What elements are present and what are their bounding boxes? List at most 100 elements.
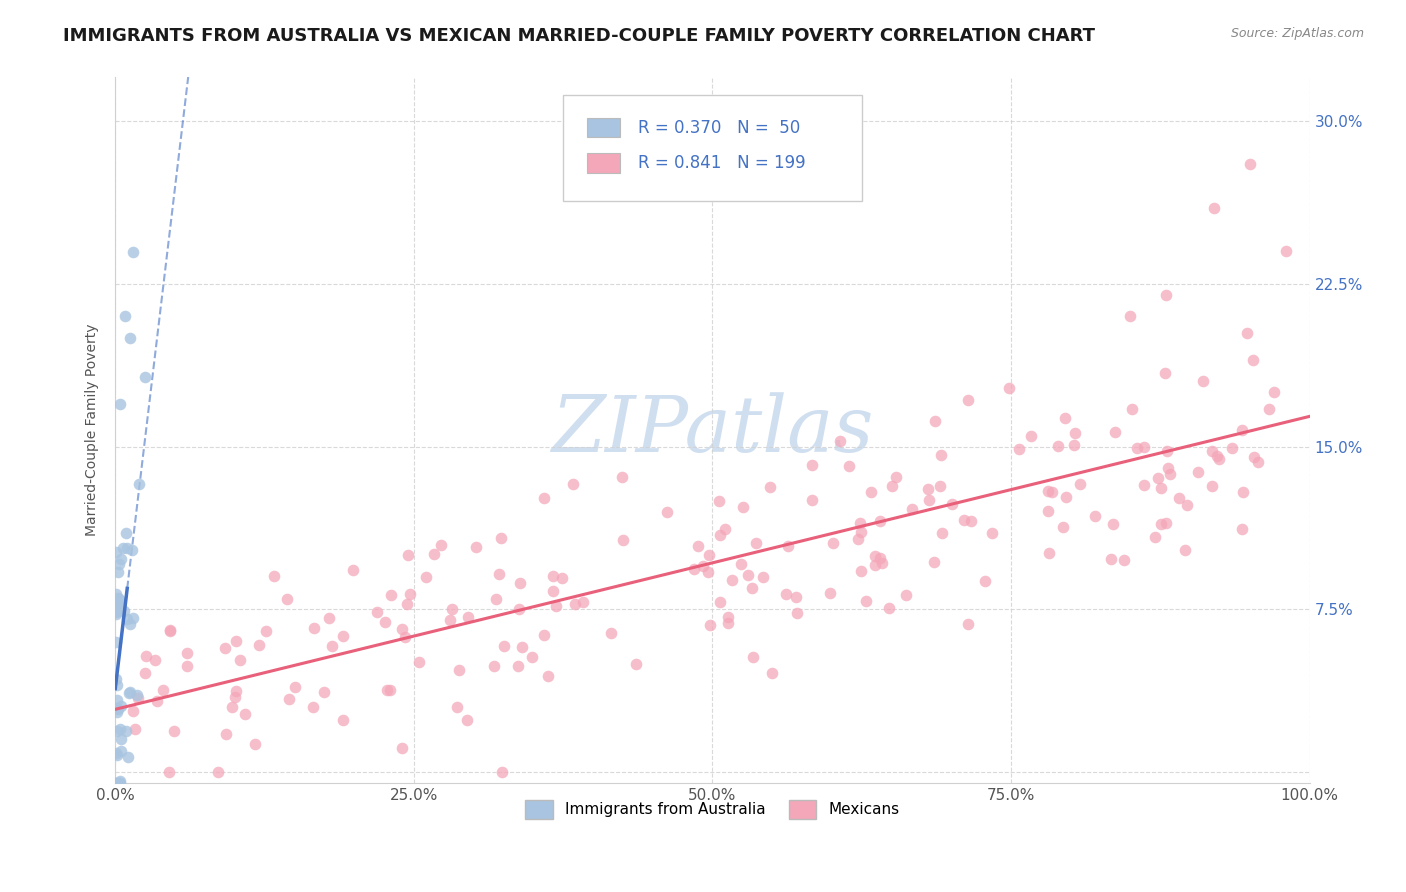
Point [134, 369, 156, 384]
Point [118, 684, 141, 698]
Point [118, 616, 141, 631]
Point [1040, 484, 1063, 499]
Point [838, 459, 860, 474]
Point [917, 483, 939, 497]
Point [441, 601, 464, 615]
Point [221, 700, 243, 714]
Point [1084, 509, 1107, 524]
Point [399, 586, 422, 600]
Point [415, 570, 437, 584]
Point [1174, 543, 1197, 558]
Point [332, 714, 354, 728]
Point [509, 575, 531, 590]
Point [105, 746, 128, 760]
Point [108, 722, 131, 736]
Point [1047, 439, 1070, 453]
Point [115, 541, 138, 555]
Point [278, 691, 301, 706]
Point [105, 635, 128, 649]
Point [1236, 326, 1258, 340]
Point [1175, 499, 1198, 513]
Point [742, 650, 765, 665]
Point [243, 737, 266, 751]
Point [1052, 520, 1074, 534]
Point [752, 570, 775, 584]
Point [957, 616, 980, 631]
Point [115, 612, 138, 626]
Point [859, 485, 882, 500]
Point [1102, 517, 1125, 532]
Point [373, 615, 395, 629]
Point [1150, 481, 1173, 495]
Point [107, 565, 129, 579]
Point [1232, 485, 1254, 500]
Point [745, 536, 768, 550]
Point [214, 641, 236, 656]
Point [1114, 553, 1136, 567]
Point [396, 548, 419, 562]
Point [1156, 516, 1178, 530]
Text: Source: ZipAtlas.com: Source: ZipAtlas.com [1230, 27, 1364, 40]
Point [110, 774, 132, 789]
Point [110, 744, 132, 758]
Point [1125, 441, 1147, 455]
Point [108, 599, 131, 613]
Point [157, 765, 180, 780]
Point [510, 640, 533, 654]
Point [304, 621, 326, 635]
Point [104, 776, 127, 790]
Point [1154, 366, 1177, 380]
Point [717, 616, 740, 631]
Point [692, 559, 714, 574]
Point [105, 605, 128, 619]
Point [375, 682, 398, 697]
FancyBboxPatch shape [586, 118, 620, 137]
Point [263, 568, 285, 582]
Point [1246, 455, 1268, 469]
Point [818, 586, 841, 600]
Point [508, 602, 530, 616]
FancyBboxPatch shape [564, 95, 862, 201]
Point [1119, 310, 1142, 324]
Point [176, 658, 198, 673]
Point [1099, 552, 1122, 566]
Point [125, 688, 148, 702]
Point [163, 724, 186, 739]
Point [520, 649, 543, 664]
Point [332, 629, 354, 643]
Point [1201, 479, 1223, 493]
Point [849, 525, 872, 540]
Point [105, 672, 128, 686]
Point [612, 533, 634, 547]
Point [107, 724, 129, 739]
Point [624, 657, 647, 671]
Point [110, 699, 132, 714]
Point [537, 669, 560, 683]
Point [484, 659, 506, 673]
Point [122, 704, 145, 718]
Point [254, 624, 277, 638]
Point [699, 618, 721, 632]
Point [1205, 449, 1227, 463]
Point [107, 600, 129, 615]
Point [1241, 352, 1264, 367]
Point [318, 611, 340, 625]
Point [1121, 401, 1143, 416]
Point [564, 597, 586, 611]
Point [1208, 452, 1230, 467]
Y-axis label: Married-Couple Family Poverty: Married-Couple Family Poverty [86, 324, 100, 536]
Point [707, 494, 730, 508]
Point [394, 631, 416, 645]
Point [107, 701, 129, 715]
Point [1069, 477, 1091, 491]
Point [974, 574, 997, 588]
Point [901, 502, 924, 516]
Point [128, 477, 150, 491]
Point [1168, 491, 1191, 505]
Point [380, 587, 402, 601]
Point [122, 611, 145, 625]
Point [1201, 444, 1223, 458]
Point [104, 776, 127, 790]
Point [941, 497, 963, 511]
Point [207, 765, 229, 780]
